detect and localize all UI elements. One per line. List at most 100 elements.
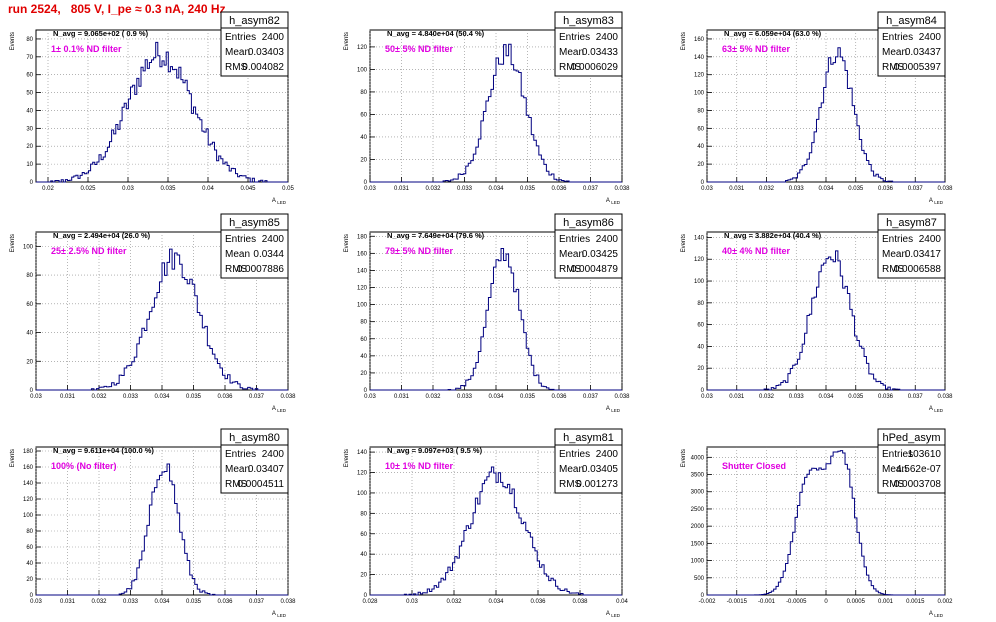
stat-label: RMS xyxy=(559,264,582,275)
x-tick-label: 0.002 xyxy=(937,599,953,605)
histogram-line xyxy=(36,463,288,596)
stats-box xyxy=(220,428,289,494)
y-tick-label: 160 xyxy=(694,37,705,43)
filter-label: 50± 5% ND filter xyxy=(385,44,453,54)
x-tick-label: 0.031 xyxy=(729,394,745,400)
y-tick-label: 20 xyxy=(26,577,33,583)
histogram-line xyxy=(707,250,945,391)
x-axis-subscript: LED xyxy=(277,408,287,413)
stat-value: 0.03407 xyxy=(248,464,285,475)
histogram-panel: 0.03 0.031 0.032 0.033 0.034 0.035 0.036 0.037 0… xyxy=(344,213,630,413)
x-tick-label: 0 xyxy=(824,599,828,605)
x-tick-label: 0.035 xyxy=(186,599,202,605)
stat-value: 0.0006029 xyxy=(571,62,619,73)
x-tick-label: 0.032 xyxy=(91,394,107,400)
stat-value: 0.03433 xyxy=(582,47,619,58)
x-tick-label: 0.033 xyxy=(457,186,473,192)
y-tick-label: 140 xyxy=(23,481,34,487)
x-axis-subscript: LED xyxy=(611,613,621,618)
x-axis-label: A LED xyxy=(272,198,287,205)
histogram-panel: 0.03 0.031 0.032 0.033 0.034 0.035 0.036 0.037 0… xyxy=(10,428,296,618)
histogram-panel: 0.03 0.031 0.032 0.033 0.034 0.035 0.036 0.037 0… xyxy=(681,213,953,413)
x-tick-label: 0.035 xyxy=(848,394,864,400)
y-axis-label: Events xyxy=(10,234,16,252)
filter-label: Shutter Closed xyxy=(722,461,786,471)
y-tick-label: 120 xyxy=(357,286,368,292)
x-tick-label: 0.038 xyxy=(937,186,953,192)
stat-label: RMS xyxy=(225,479,248,490)
x-tick-label: 0.03 xyxy=(30,599,42,605)
x-axis-label: A LED xyxy=(272,406,287,413)
x-tick-label: 0.035 xyxy=(186,394,202,400)
x-axis-subscript: LED xyxy=(934,200,944,205)
x-tick-label: 0.034 xyxy=(488,394,504,400)
y-tick-label: 120 xyxy=(694,73,705,79)
stat-value: 0.0004879 xyxy=(571,264,619,275)
y-tick-label: 30 xyxy=(26,126,33,132)
x-axis-label: A LED xyxy=(606,198,621,205)
x-tick-label: 0.045 xyxy=(240,186,256,192)
stat-label: RMS xyxy=(559,479,582,490)
stat-value: 0.03425 xyxy=(582,249,619,260)
y-tick-label: 10 xyxy=(26,162,33,168)
stat-value: 0.0003708 xyxy=(894,479,942,490)
x-axis-subscript: LED xyxy=(611,200,621,205)
filter-label: 63± 5% ND filter xyxy=(722,44,790,54)
y-tick-label: 180 xyxy=(357,234,368,240)
stat-label: Entries xyxy=(559,449,590,460)
x-tick-label: 0.03 xyxy=(406,599,418,605)
y-tick-label: 60 xyxy=(360,337,367,343)
histogram-line xyxy=(36,248,288,391)
stat-value: 2400 xyxy=(262,449,285,460)
y-tick-label: 2000 xyxy=(691,524,705,530)
x-tick-label: 0.025 xyxy=(80,186,96,192)
x-axis-label: A LED xyxy=(929,198,944,205)
x-tick-label: 0.034 xyxy=(488,599,504,605)
stat-label: Mean xyxy=(882,249,907,260)
stats-box xyxy=(220,11,289,77)
y-tick-label: 60 xyxy=(26,73,33,79)
x-tick-label: 0.037 xyxy=(583,394,599,400)
x-tick-label: 0.033 xyxy=(457,394,473,400)
y-tick-label: 80 xyxy=(26,273,33,279)
stat-label: Entries xyxy=(559,234,590,245)
y-axis-label: Events xyxy=(344,32,350,50)
filter-label: 100% (No filter) xyxy=(51,461,117,471)
x-tick-label: 0.037 xyxy=(249,394,265,400)
stats-box xyxy=(554,213,623,279)
stat-value: 0.004082 xyxy=(242,62,284,73)
histogram-panel: 0.03 0.031 0.032 0.033 0.034 0.035 0.036 0.037 0… xyxy=(344,11,630,205)
histogram-name: h_asym86 xyxy=(563,217,614,229)
y-tick-label: 0 xyxy=(30,593,34,599)
y-tick-label: 2500 xyxy=(691,507,705,513)
navg-label: N_avg = 9.065e+02 ( 0.9 %) xyxy=(53,29,149,38)
y-tick-label: 20 xyxy=(26,144,33,150)
filter-label: 40± 4% ND filter xyxy=(722,246,790,256)
stat-value: 2400 xyxy=(596,32,619,43)
y-tick-label: 80 xyxy=(360,511,367,517)
stats-box xyxy=(554,11,623,77)
y-tick-label: 0 xyxy=(701,388,705,394)
filter-label: 25± 2.5% ND filter xyxy=(51,246,127,256)
stat-label: Mean xyxy=(225,249,250,260)
navg-label: N_avg = 7.649e+04 (79.6 %) xyxy=(387,231,485,240)
stat-value: 2400 xyxy=(262,32,285,43)
y-tick-label: 80 xyxy=(360,90,367,96)
stat-value: 0.0007886 xyxy=(237,264,285,275)
stat-label: RMS xyxy=(882,62,905,73)
histogram-line xyxy=(370,248,622,391)
stat-label: Entries xyxy=(882,32,913,43)
y-tick-label: 80 xyxy=(697,301,704,307)
stat-value: 2400 xyxy=(262,234,285,245)
histogram-name: h_asym87 xyxy=(886,217,937,229)
x-axis-subscript: LED xyxy=(934,408,944,413)
y-axis-label: Events xyxy=(681,32,687,50)
x-axis-subscript: LED xyxy=(277,200,287,205)
x-tick-label: 0.035 xyxy=(160,186,176,192)
x-tick-label: 0.034 xyxy=(154,394,170,400)
x-tick-label: 0.036 xyxy=(530,599,546,605)
y-tick-label: 20 xyxy=(360,371,367,377)
x-tick-label: 0.032 xyxy=(425,394,441,400)
x-tick-label: 0.032 xyxy=(759,394,775,400)
